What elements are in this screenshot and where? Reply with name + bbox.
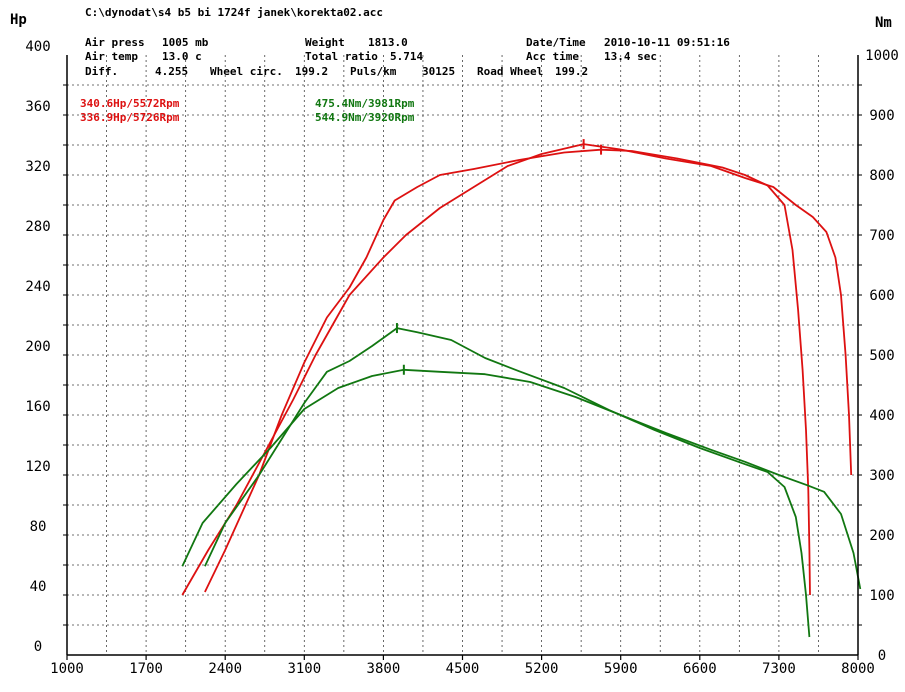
grid <box>67 55 858 655</box>
wheel-circ-value: 199.2 <box>295 65 329 78</box>
left-tick-label: 200 <box>25 339 50 355</box>
peak-nm1: 475.4Nm/3981Rpm <box>315 97 415 110</box>
left-tick-label: 320 <box>25 159 50 175</box>
road-wheel-label: Road Wheel <box>477 65 544 78</box>
air-press-label: Air press <box>85 36 145 49</box>
right-axis-label: Nm <box>875 15 892 31</box>
left-tick-label: 80 <box>30 519 47 535</box>
left-tick-label: 360 <box>25 99 50 115</box>
air-press-value: 1005 mb <box>162 36 209 49</box>
acc-time-label: Acc time <box>526 50 579 63</box>
x-tick-label: 5200 <box>525 661 559 677</box>
right-tick-label: 400 <box>869 408 894 424</box>
series-line-4 <box>204 327 811 638</box>
weight-value: 1813.0 <box>368 36 408 49</box>
wheel-circ-label: Wheel circ. <box>210 65 283 78</box>
left-tick-label: 160 <box>25 399 50 415</box>
weight-label: Weight <box>305 36 345 49</box>
file-path: C:\dynodat\s4 b5 bi 1724f janek\korekta0… <box>85 6 384 19</box>
total-ratio-label: Total ratio <box>305 50 378 63</box>
left-tick-label: 120 <box>25 459 50 475</box>
x-tick-label: 8000 <box>841 661 875 677</box>
left-tick-label: 240 <box>25 279 50 295</box>
peak-hp1: 340.6Hp/5572Rpm <box>80 97 180 110</box>
x-tick-label: 2400 <box>208 661 242 677</box>
puls-value: 30125 <box>422 65 456 78</box>
axes: 0 40 80 120 160 200 240 280 320 360 400 0 100 200 300 4… <box>25 39 899 677</box>
x-tick-label: 5900 <box>604 661 638 677</box>
acc-time-value: 13.4 sec <box>604 50 657 63</box>
right-tick-label: 900 <box>869 108 894 124</box>
left-axis-label: Hp <box>10 12 27 28</box>
x-tick-label: 7300 <box>762 661 796 677</box>
x-tick-label: 3800 <box>367 661 401 677</box>
total-ratio-value: 5.714 <box>390 50 424 63</box>
x-tick-label: 1000 <box>50 661 84 677</box>
datetime-value: 2010-10-11 09:51:16 <box>604 36 730 49</box>
right-tick-label: 200 <box>869 528 894 544</box>
left-tick-label: 280 <box>25 219 50 235</box>
right-tick-label: 700 <box>869 228 894 244</box>
left-tick-label: 400 <box>25 39 50 55</box>
series-line-3 <box>181 368 862 590</box>
series-line-2 <box>204 148 811 596</box>
right-tick-label: 1000 <box>865 48 899 64</box>
x-tick-label: 4500 <box>446 661 480 677</box>
right-tick-label: 300 <box>869 468 894 484</box>
right-tick-label: 100 <box>869 588 894 604</box>
air-temp-label: Air temp <box>85 50 138 63</box>
left-tick-label: 40 <box>30 579 47 595</box>
right-tick-label: 600 <box>869 288 894 304</box>
puls-label: Puls/km <box>350 65 397 78</box>
right-tick-label: 0 <box>878 648 886 664</box>
x-tick-label: 3100 <box>287 661 321 677</box>
right-tick-label: 800 <box>869 168 894 184</box>
road-wheel-value: 199.2 <box>555 65 589 78</box>
diff-label: Diff. <box>85 65 119 78</box>
peak-hp2: 336.9Hp/5726Rpm <box>80 111 180 124</box>
datetime-label: Date/Time <box>526 36 586 49</box>
right-tick-label: 500 <box>869 348 894 364</box>
left-tick-label: 0 <box>34 639 42 655</box>
diff-value: 4.255 <box>155 65 189 78</box>
series-lines <box>181 139 862 638</box>
x-tick-label: 6600 <box>683 661 717 677</box>
air-temp-value: 13.0 c <box>162 50 202 63</box>
peak-nm2: 544.9Nm/3920Rpm <box>315 111 415 124</box>
x-tick-label: 1700 <box>129 661 163 677</box>
